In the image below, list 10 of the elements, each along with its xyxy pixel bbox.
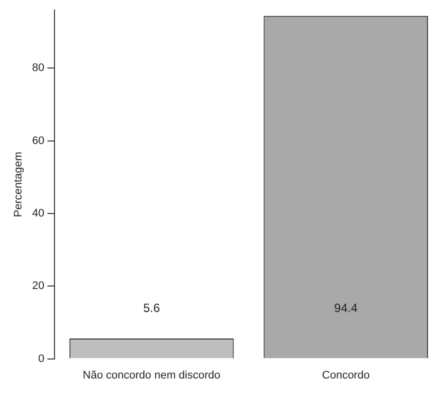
y-tick-label: 60 [32,134,44,147]
data-label: 94.4 [334,301,358,316]
y-tick-label: 20 [32,280,44,292]
y-tick-label: 80 [32,62,44,74]
x-tick-label: Não concordo nem discordo [82,369,220,382]
y-axis-title: Percentagem [12,152,25,218]
y-tick-label: 0 [38,352,44,365]
y-tick-label: 40 [32,208,44,220]
x-tick-label: Concordo [322,369,370,382]
data-label: 5.6 [143,301,160,316]
